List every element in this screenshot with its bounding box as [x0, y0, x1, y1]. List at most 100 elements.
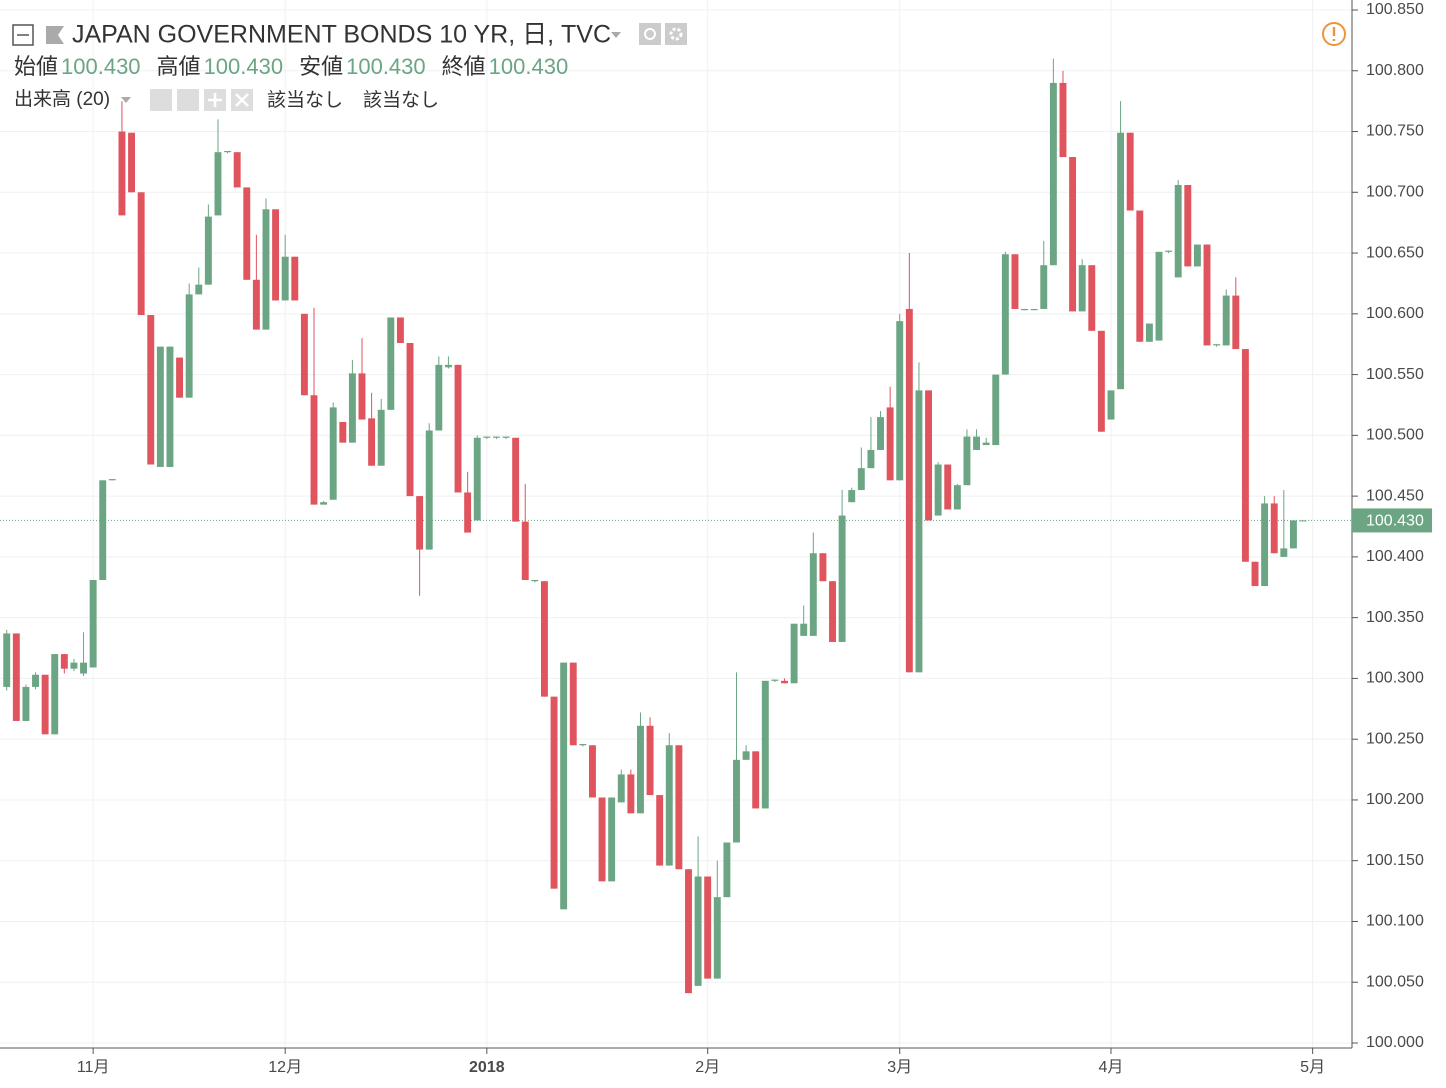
candle-body — [435, 364, 443, 431]
legend-name: 始値 — [14, 54, 58, 79]
candle-body — [944, 464, 952, 510]
candle-body — [752, 751, 760, 809]
candles — [0, 58, 1352, 994]
candle-body — [809, 553, 817, 636]
y-tick-label: 100.700 — [1366, 184, 1424, 201]
candle-body — [358, 373, 366, 420]
candle-body — [637, 725, 644, 814]
candle-body — [531, 579, 539, 582]
volume-study-name: 出来高 (20) — [14, 88, 110, 110]
candle-body — [540, 581, 548, 697]
candle-body — [1078, 265, 1086, 312]
candle-body — [521, 521, 529, 580]
y-tick-label: 100.000 — [1366, 1034, 1424, 1051]
candle-body — [982, 442, 990, 446]
candle-body — [598, 797, 606, 882]
last-price-badge — [1352, 508, 1432, 533]
candle-body — [454, 364, 462, 493]
y-tick-label: 100.350 — [1366, 609, 1424, 626]
candle-body — [320, 502, 328, 505]
legend-value: 100.430 — [346, 54, 426, 79]
candle-body — [627, 774, 635, 814]
legend-value: 100.430 — [489, 54, 569, 79]
settings-icon — [669, 27, 683, 41]
candle-body — [300, 313, 308, 396]
candle-body — [502, 436, 510, 438]
symbol-title: JAPAN GOVERNMENT BONDS 10 YR, 日, TVC — [72, 21, 611, 49]
eye-button[interactable] — [639, 23, 661, 45]
candle-body — [80, 662, 87, 674]
candle-body — [838, 515, 846, 642]
candle-body — [272, 209, 280, 301]
dropdown-icon[interactable] — [121, 97, 131, 103]
remove-icon — [235, 93, 249, 107]
y-tick-label: 100.600 — [1366, 305, 1424, 322]
x-tick-label: 3月 — [887, 1059, 912, 1076]
candle-body — [915, 390, 923, 673]
candle-body — [329, 407, 337, 500]
candle-body — [1203, 244, 1211, 346]
x-tick-label: 4月 — [1099, 1059, 1124, 1076]
candle-body — [953, 485, 961, 510]
candle-body — [1021, 308, 1029, 311]
candle-body — [800, 623, 808, 636]
candle-body — [224, 150, 232, 153]
eye-button[interactable] — [150, 89, 172, 111]
candle-body — [396, 317, 404, 343]
x-tick-label: 2018 — [469, 1059, 505, 1076]
candle-body — [1289, 520, 1297, 549]
candle-body — [1261, 503, 1269, 587]
candle-body — [128, 132, 136, 193]
candle-body — [1040, 265, 1048, 309]
add-icon — [208, 93, 222, 107]
legend-value: 100.430 — [204, 54, 284, 79]
grid — [0, 0, 1352, 1048]
eye-icon — [644, 28, 656, 40]
candle-body — [1011, 254, 1019, 309]
candle-body — [214, 152, 222, 216]
candle-body — [22, 686, 30, 721]
candle-body — [934, 464, 942, 516]
candle-body — [761, 680, 769, 809]
legend-value: 100.430 — [61, 54, 141, 79]
candle-body — [829, 581, 836, 642]
candle-body — [348, 373, 356, 443]
candle-body — [310, 395, 318, 505]
candle-body — [1088, 265, 1096, 331]
warning-icon[interactable] — [1322, 22, 1346, 46]
candle-body — [1174, 185, 1182, 278]
legend-name: 高値 — [157, 54, 201, 79]
candle-body — [877, 417, 884, 450]
candle-body — [387, 317, 395, 410]
candle-body — [176, 357, 184, 398]
y-tick-label: 100.400 — [1366, 548, 1424, 565]
candle-body — [1059, 82, 1067, 158]
candle-body — [483, 436, 491, 438]
y-tick-label: 100.150 — [1366, 852, 1424, 869]
candle-body — [1126, 132, 1134, 211]
candle-body — [819, 553, 827, 582]
flag-icon[interactable] — [46, 26, 64, 44]
settings-button[interactable] — [665, 23, 687, 45]
y-tick-label: 100.500 — [1366, 427, 1424, 444]
candle-body — [1299, 520, 1307, 522]
settings-button[interactable] — [177, 89, 199, 111]
candle-body — [1117, 132, 1125, 390]
y-tick-label: 100.850 — [1366, 1, 1424, 18]
collapse-button[interactable] — [12, 24, 34, 46]
candle-body — [1097, 330, 1105, 432]
candle-body — [617, 774, 625, 803]
candle-body — [896, 321, 904, 481]
y-tick-label: 100.300 — [1366, 670, 1424, 687]
dropdown-icon[interactable] — [611, 32, 621, 38]
candle-body — [252, 279, 260, 330]
x-tick-label: 2月 — [695, 1059, 720, 1076]
candle-body — [70, 662, 78, 669]
candle-body — [512, 437, 520, 522]
candle-body — [291, 256, 299, 301]
candle-body — [281, 256, 289, 301]
candle-body — [1155, 251, 1163, 341]
candle-body — [665, 745, 673, 866]
candle-body — [368, 418, 376, 466]
candle-body — [262, 209, 270, 330]
